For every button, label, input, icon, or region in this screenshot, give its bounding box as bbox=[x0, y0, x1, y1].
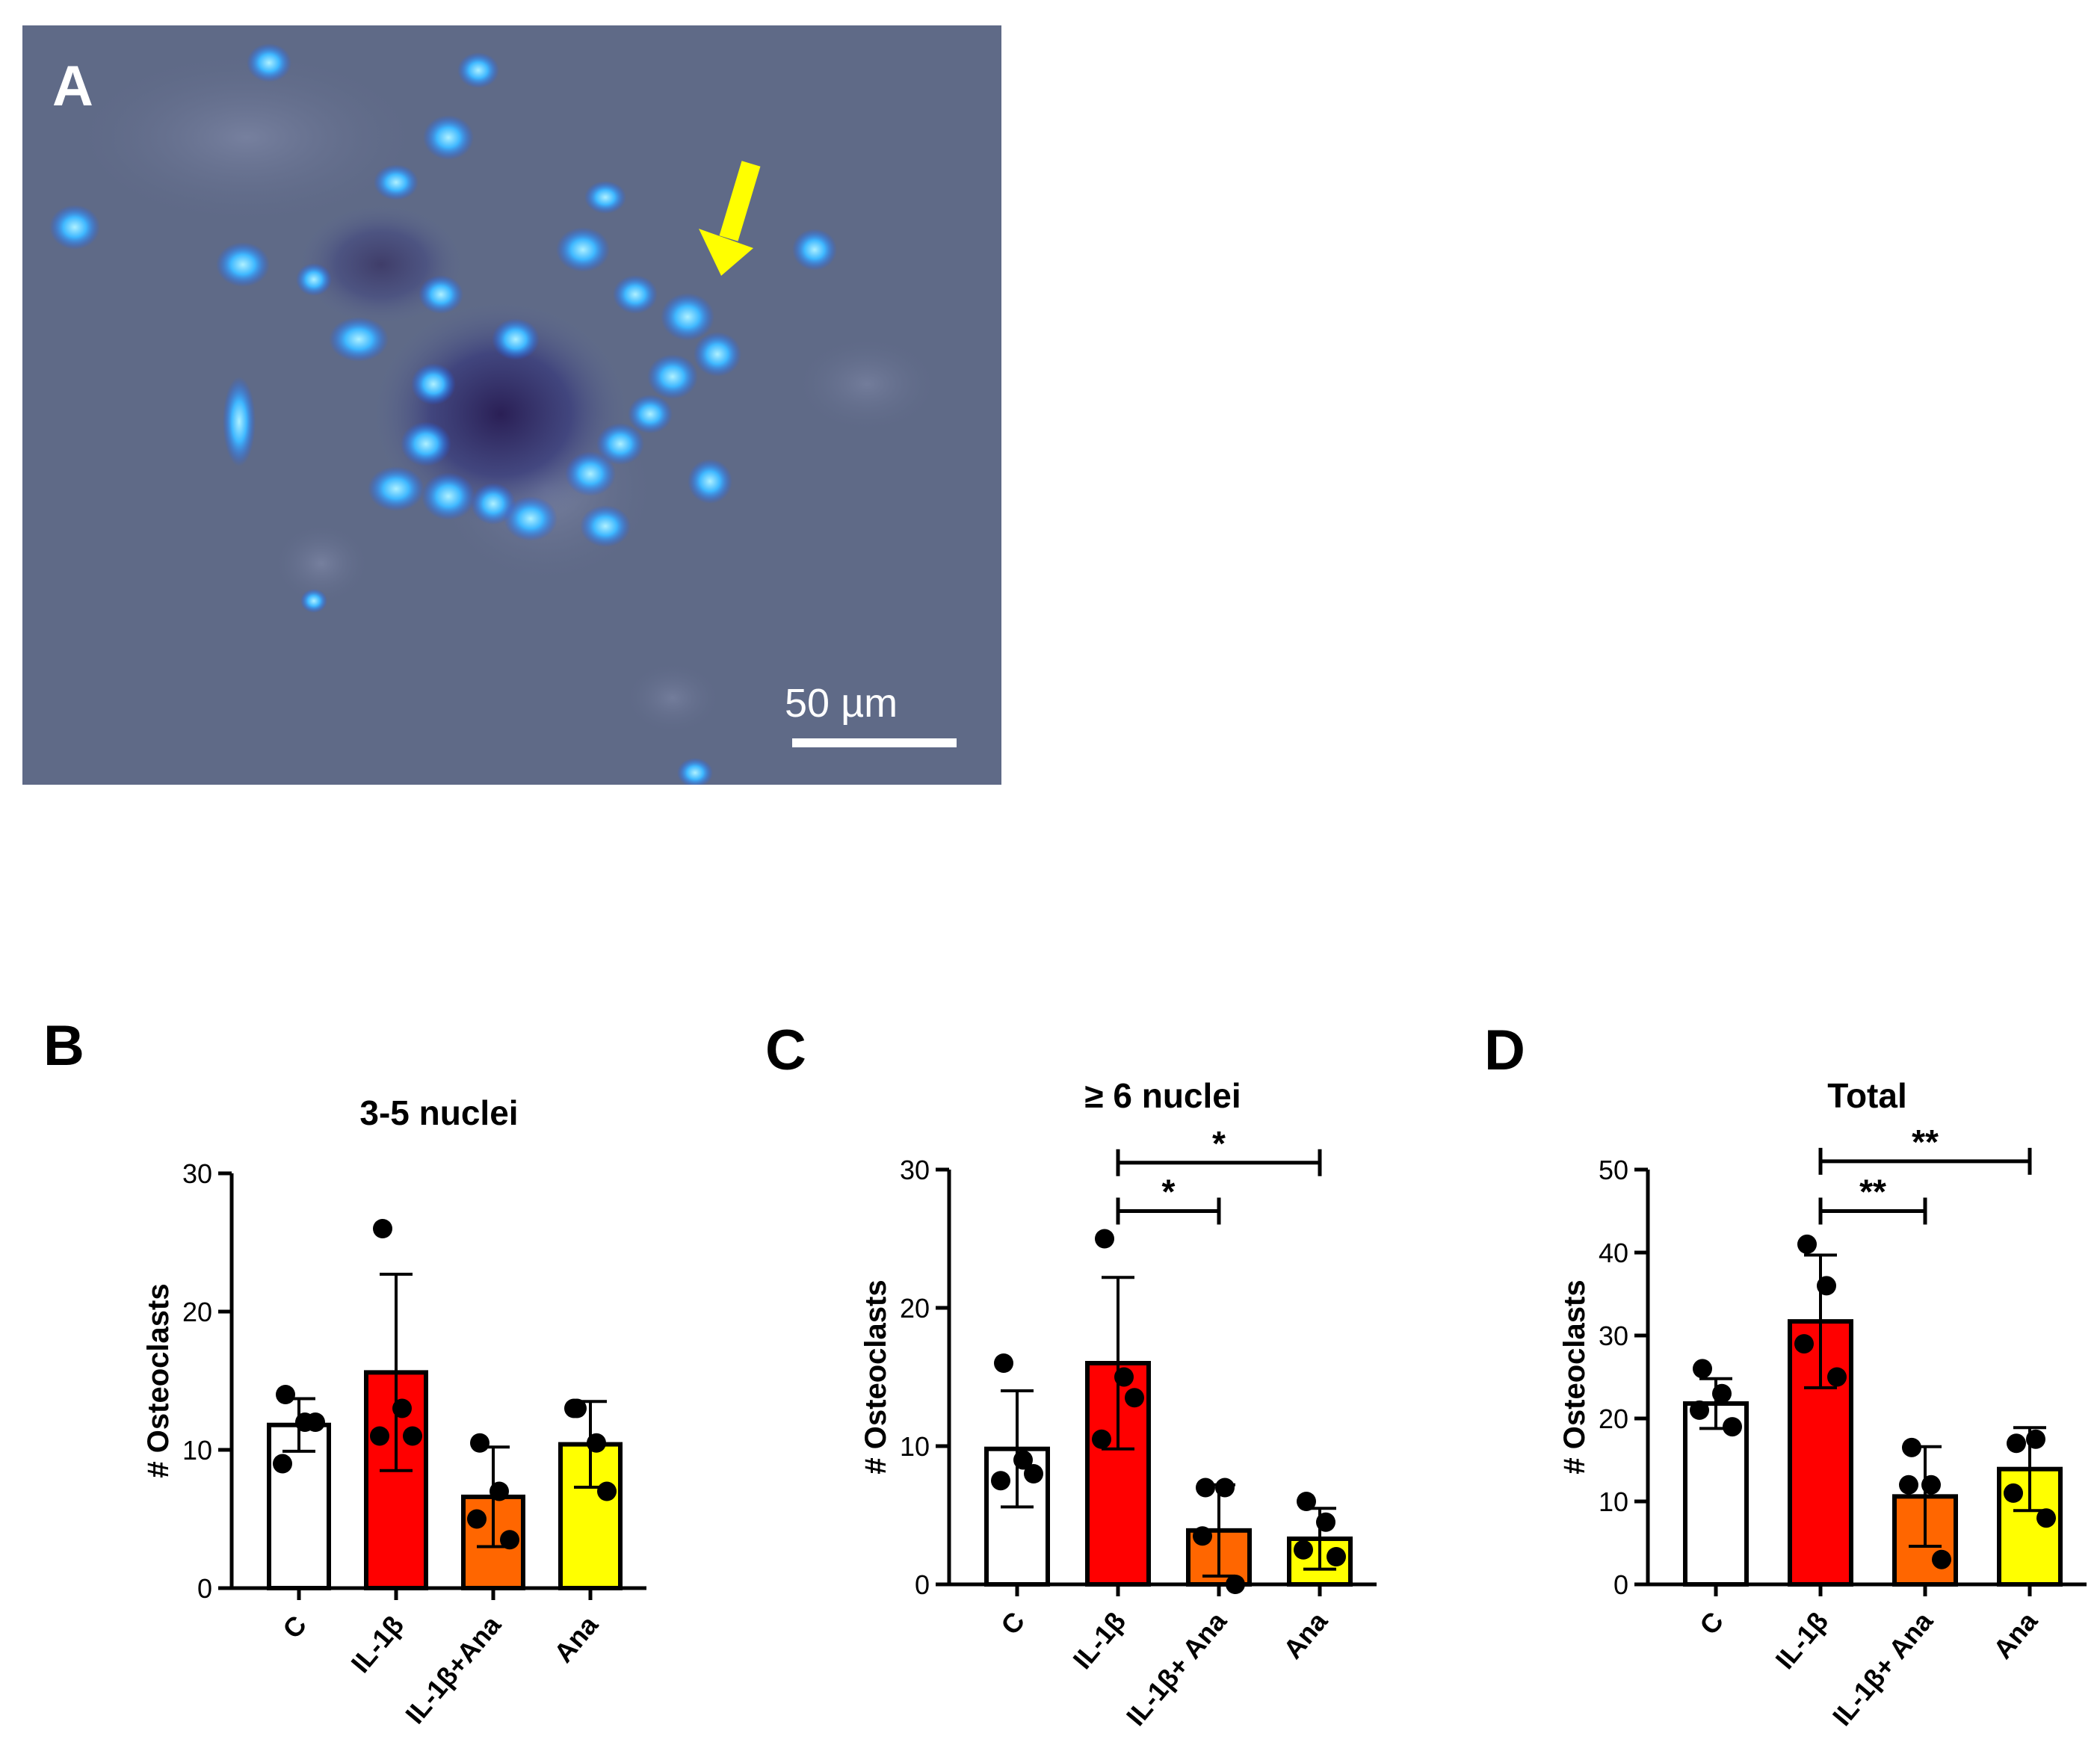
yellow-arrow bbox=[699, 161, 761, 276]
significance-label: * bbox=[1162, 1173, 1176, 1211]
y-axis-label: # Osteoclasts bbox=[142, 1283, 175, 1478]
chart-title: ≥ 6 nuclei bbox=[1084, 1076, 1241, 1115]
data-point bbox=[373, 1219, 392, 1238]
data-point bbox=[306, 1412, 325, 1432]
data-point bbox=[370, 1426, 389, 1446]
data-point bbox=[490, 1481, 509, 1501]
data-point bbox=[1932, 1549, 1951, 1569]
significance-label: ** bbox=[1859, 1173, 1886, 1211]
data-point bbox=[1092, 1429, 1111, 1449]
data-point bbox=[2004, 1483, 2023, 1503]
data-point bbox=[1114, 1367, 1134, 1387]
chart-title: 3-5 nuclei bbox=[359, 1093, 518, 1132]
x-tick-label: IL-1β+ Ana bbox=[1826, 1605, 1939, 1732]
data-point bbox=[1902, 1437, 1921, 1457]
data-point bbox=[1316, 1512, 1335, 1532]
x-tick-label: C bbox=[277, 1610, 312, 1644]
data-point bbox=[1712, 1383, 1732, 1404]
y-tick-label: 20 bbox=[182, 1297, 212, 1327]
x-tick-label: IL-1β+ Ana bbox=[1120, 1605, 1233, 1732]
data-point bbox=[1095, 1229, 1114, 1249]
y-tick-label: 0 bbox=[1613, 1569, 1628, 1600]
x-tick-label: IL-1β+Ana bbox=[399, 1609, 507, 1729]
data-point bbox=[994, 1353, 1013, 1373]
y-axis-label: # Osteoclasts bbox=[859, 1279, 892, 1474]
data-point bbox=[1921, 1475, 1941, 1495]
panel-letter-a: A bbox=[52, 55, 93, 118]
panel-letter-b: B bbox=[43, 1014, 84, 1078]
chart-b: 3-5 nuclei # Osteoclasts 0 10 20 30 C IL-1βIL-1… bbox=[142, 1093, 646, 1729]
x-tick-label: IL-1β bbox=[345, 1610, 410, 1679]
y-tick-label: 30 bbox=[1599, 1321, 1628, 1351]
micrograph-image bbox=[22, 25, 1001, 785]
data-point bbox=[1797, 1234, 1817, 1254]
y-tick-label: 10 bbox=[900, 1431, 930, 1462]
y-tick-label: 40 bbox=[1599, 1238, 1628, 1268]
data-point bbox=[1215, 1478, 1235, 1498]
significance-label: * bbox=[1212, 1124, 1226, 1163]
data-point bbox=[1024, 1464, 1043, 1483]
data-point bbox=[2007, 1433, 2026, 1454]
bar bbox=[558, 1442, 623, 1590]
data-point bbox=[1193, 1526, 1212, 1546]
x-tick-label: Ana bbox=[1277, 1605, 1334, 1664]
data-point bbox=[1827, 1367, 1847, 1387]
data-point bbox=[1226, 1575, 1245, 1594]
data-point bbox=[1196, 1478, 1215, 1498]
data-point bbox=[1817, 1276, 1836, 1296]
data-point bbox=[500, 1530, 519, 1550]
y-tick-label: 0 bbox=[915, 1569, 930, 1600]
data-point bbox=[1297, 1492, 1316, 1511]
chart-c: ≥ 6 nuclei # Osteoclasts 0 10 20 30 C IL-1βIL-1… bbox=[859, 1076, 1377, 1732]
significance-label: ** bbox=[1912, 1123, 1939, 1161]
y-tick-label: 20 bbox=[900, 1293, 930, 1324]
y-axis-label: # Osteoclasts bbox=[1558, 1279, 1591, 1474]
data-point bbox=[1794, 1334, 1814, 1354]
data-point bbox=[273, 1454, 292, 1474]
x-tick-label: C bbox=[1693, 1606, 1729, 1640]
data-point bbox=[1723, 1417, 1742, 1437]
data-point bbox=[403, 1426, 422, 1446]
data-point bbox=[564, 1398, 584, 1418]
data-point bbox=[1013, 1450, 1033, 1470]
data-point bbox=[467, 1509, 487, 1529]
data-point bbox=[597, 1481, 617, 1501]
data-point bbox=[1690, 1400, 1709, 1420]
panel-letter-c: C bbox=[765, 1019, 806, 1082]
data-point bbox=[1125, 1388, 1144, 1408]
scale-bar bbox=[792, 738, 957, 747]
y-tick-label: 0 bbox=[197, 1573, 212, 1604]
panel-letter-d: D bbox=[1484, 1019, 1525, 1082]
y-tick-label: 30 bbox=[182, 1158, 212, 1189]
data-point bbox=[276, 1385, 295, 1404]
scale-bar-label: 50 µm bbox=[785, 681, 898, 726]
x-tick-label: C bbox=[995, 1606, 1031, 1640]
chart-title: Total bbox=[1827, 1076, 1906, 1115]
chart-d: Total # Osteoclasts 0 10 20 30 40 50 C IL-1βIL-1β… bbox=[1558, 1076, 2087, 1732]
data-point bbox=[1899, 1475, 1918, 1495]
y-tick-label: 20 bbox=[1599, 1404, 1628, 1434]
data-point bbox=[2036, 1508, 2056, 1528]
x-tick-label: IL-1β bbox=[1769, 1606, 1834, 1675]
y-tick-label: 10 bbox=[1599, 1486, 1628, 1517]
data-point bbox=[587, 1433, 606, 1453]
data-point bbox=[2026, 1429, 2045, 1449]
data-point bbox=[1294, 1540, 1313, 1560]
y-tick-label: 30 bbox=[900, 1155, 930, 1185]
data-point bbox=[392, 1398, 412, 1418]
y-tick-label: 50 bbox=[1599, 1155, 1628, 1185]
data-point bbox=[1693, 1359, 1712, 1379]
x-tick-label: Ana bbox=[548, 1609, 605, 1668]
x-tick-label: IL-1β bbox=[1066, 1606, 1131, 1675]
data-point bbox=[1327, 1547, 1346, 1566]
y-tick-label: 10 bbox=[182, 1435, 212, 1466]
data-point bbox=[991, 1471, 1010, 1491]
data-point bbox=[470, 1433, 490, 1453]
x-tick-label: Ana bbox=[1987, 1605, 2044, 1664]
